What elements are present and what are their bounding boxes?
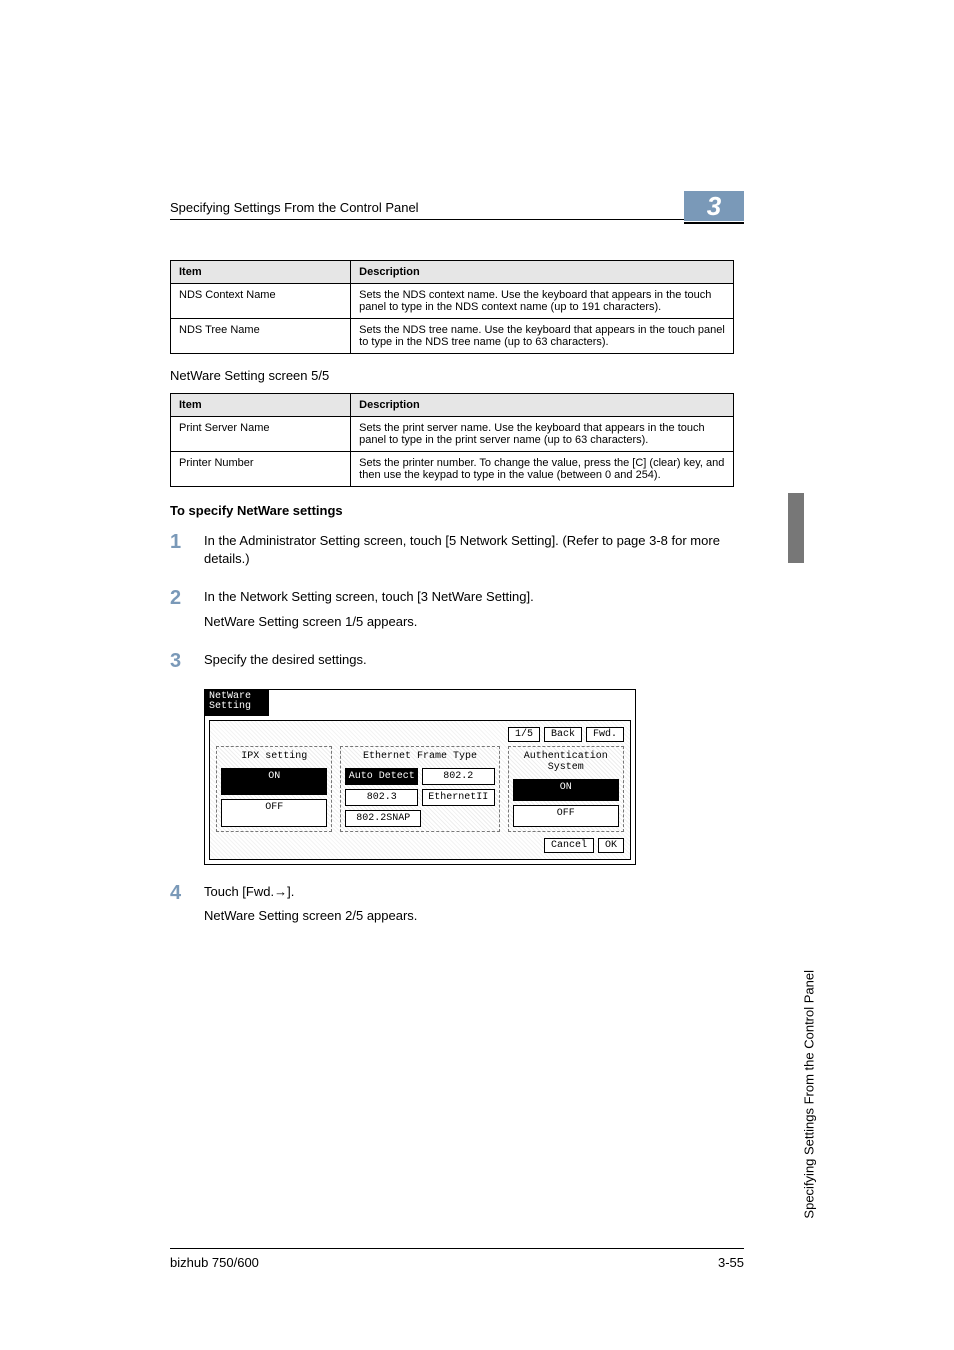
- table-nds: Item Description NDS Context Name Sets t…: [170, 260, 734, 354]
- table-head-item: Item: [171, 261, 351, 284]
- table-head-desc: Description: [351, 261, 734, 284]
- table-row: Printer Number Sets the printer number. …: [171, 452, 734, 487]
- opt-ethernet2-button[interactable]: EthernetII: [422, 789, 495, 806]
- step-4: 4 Touch [Fwd.→]. NetWare Setting screen …: [170, 883, 734, 931]
- cell-desc: Sets the NDS tree name. Use the keyboard…: [351, 319, 734, 354]
- section-title: To specify NetWare settings: [170, 503, 734, 518]
- step-3: 3 Specify the desired settings.: [170, 651, 734, 675]
- table-head-desc: Description: [351, 394, 734, 417]
- auth-on-button[interactable]: ON: [513, 779, 619, 801]
- table-row: NDS Tree Name Sets the NDS tree name. Us…: [171, 319, 734, 354]
- table-row: NDS Context Name Sets the NDS context na…: [171, 284, 734, 319]
- col-label: IPX setting: [221, 751, 327, 762]
- fwd-button[interactable]: Fwd.: [586, 727, 624, 742]
- table-caption: NetWare Setting screen 5/5: [170, 368, 734, 383]
- panel-title: NetWareSetting: [205, 690, 269, 716]
- step-text: Specify the desired settings.: [204, 651, 367, 669]
- auto-detect-button[interactable]: Auto Detect: [345, 768, 418, 785]
- step-text: In the Administrator Setting screen, tou…: [204, 532, 734, 568]
- side-chapter-label: Chapter 3: [802, 492, 816, 547]
- side-page-title: Specifying Settings From the Control Pan…: [802, 970, 817, 1219]
- footer-page-number: 3-55: [718, 1255, 744, 1270]
- step-number: 4: [170, 883, 204, 903]
- header-title: Specifying Settings From the Control Pan…: [170, 200, 419, 215]
- step-number: 1: [170, 532, 204, 552]
- cell-item: Printer Number: [171, 452, 351, 487]
- frametype-column: Ethernet Frame Type Auto Detect 802.2 80…: [340, 746, 499, 832]
- cancel-button[interactable]: Cancel: [544, 838, 594, 853]
- cell-desc: Sets the NDS context name. Use the keybo…: [351, 284, 734, 319]
- ipx-column: IPX setting ON OFF: [216, 746, 332, 832]
- step-2: 2 In the Network Setting screen, touch […: [170, 588, 734, 636]
- opt-8023-button[interactable]: 802.3: [345, 789, 418, 806]
- table-printserver: Item Description Print Server Name Sets …: [170, 393, 734, 487]
- step-number: 2: [170, 588, 204, 608]
- step-1: 1 In the Administrator Setting screen, t…: [170, 532, 734, 574]
- opt-snap-button[interactable]: 802.2SNAP: [345, 810, 421, 827]
- cell-item: NDS Tree Name: [171, 319, 351, 354]
- step-text: Touch [Fwd.→].: [204, 883, 417, 901]
- footer-model: bizhub 750/600: [170, 1255, 259, 1270]
- ok-button[interactable]: OK: [598, 838, 624, 853]
- step-text: NetWare Setting screen 1/5 appears.: [204, 613, 534, 631]
- cell-desc: Sets the print server name. Use the keyb…: [351, 417, 734, 452]
- chapter-underline: [684, 222, 744, 224]
- ipx-on-button[interactable]: ON: [221, 768, 327, 796]
- ipx-off-button[interactable]: OFF: [221, 799, 327, 827]
- table-row: Print Server Name Sets the print server …: [171, 417, 734, 452]
- step-text: In the Network Setting screen, touch [3 …: [204, 588, 534, 606]
- col-label: Authentication System: [513, 751, 619, 773]
- back-button[interactable]: Back: [544, 727, 582, 742]
- col-label: Ethernet Frame Type: [345, 751, 494, 762]
- auth-column: Authentication System ON OFF: [508, 746, 624, 832]
- cell-item: NDS Context Name: [171, 284, 351, 319]
- table-head-item: Item: [171, 394, 351, 417]
- step-number: 3: [170, 651, 204, 671]
- netware-panel: NetWareSetting 1/5 Back Fwd. IPX setting…: [204, 689, 636, 865]
- step-text: NetWare Setting screen 2/5 appears.: [204, 907, 417, 925]
- panel-page: 1/5: [508, 727, 540, 742]
- opt-8022-button[interactable]: 802.2: [422, 768, 495, 785]
- cell-desc: Sets the printer number. To change the v…: [351, 452, 734, 487]
- chapter-number: 3: [684, 191, 744, 221]
- auth-off-button[interactable]: OFF: [513, 805, 619, 827]
- cell-item: Print Server Name: [171, 417, 351, 452]
